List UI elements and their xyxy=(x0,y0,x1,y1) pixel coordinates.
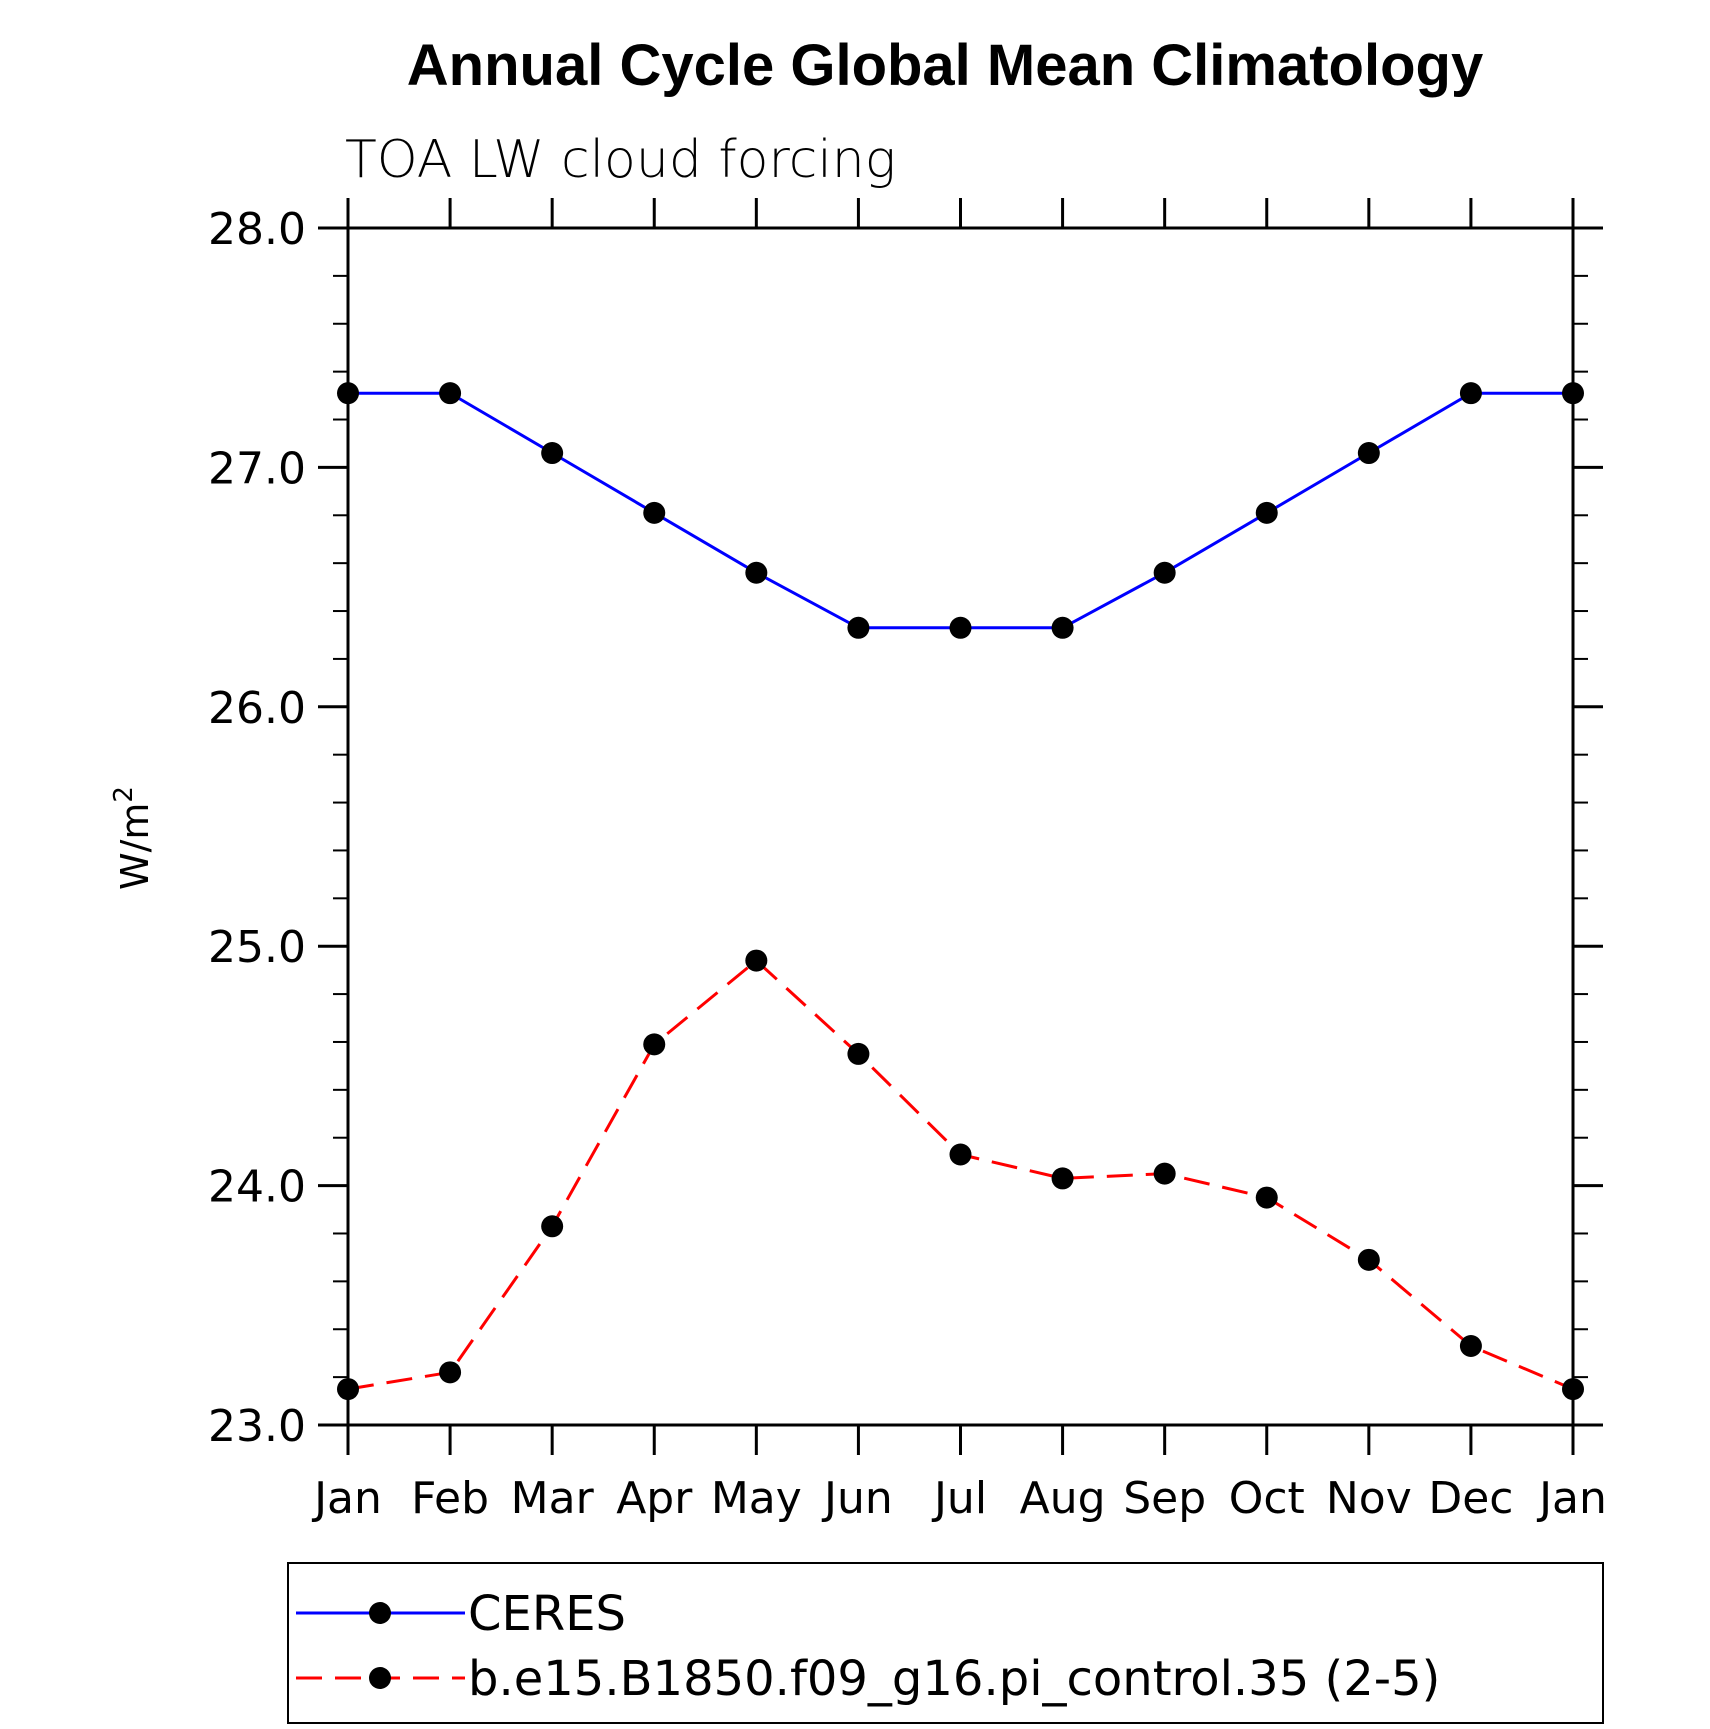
x-tick-label: Jul xyxy=(931,1473,987,1524)
legend: CERES b.e15.B1850.f09_g16.pi_control.35 (… xyxy=(287,1562,1604,1724)
data-point xyxy=(541,1215,564,1238)
data-point xyxy=(643,501,666,524)
data-point xyxy=(1357,442,1380,465)
data-point xyxy=(847,1042,870,1065)
data-point xyxy=(1459,1334,1482,1357)
x-tick-label: Nov xyxy=(1326,1473,1412,1524)
x-tick-label: Apr xyxy=(616,1473,693,1524)
series-line-0 xyxy=(348,391,1573,630)
data-point xyxy=(745,949,768,972)
data-point xyxy=(1357,1248,1380,1271)
x-tick-label: Sep xyxy=(1123,1473,1206,1524)
data-point xyxy=(1153,1162,1176,1185)
x-tick-label: Oct xyxy=(1229,1473,1305,1524)
x-tick-label: Jun xyxy=(821,1473,893,1524)
series-line-1 xyxy=(347,958,1574,1391)
series-lines xyxy=(347,391,1574,1391)
data-point xyxy=(949,1143,972,1166)
y-tick-label: 27.0 xyxy=(208,443,306,494)
legend-marker xyxy=(369,1602,391,1624)
data-point xyxy=(847,616,870,639)
data-point xyxy=(1459,382,1482,405)
axis-ticks xyxy=(318,198,1603,1455)
y-tick-label: 25.0 xyxy=(208,922,306,973)
data-point xyxy=(337,1378,359,1401)
x-tick-label: Jan xyxy=(1536,1473,1607,1524)
legend-label: CERES xyxy=(468,1586,626,1642)
data-point xyxy=(949,616,972,639)
data-point xyxy=(337,382,359,405)
data-point xyxy=(541,442,564,465)
data-point xyxy=(1051,616,1074,639)
x-tick-label: Dec xyxy=(1428,1473,1513,1524)
y-axis-label-superscript: 2 xyxy=(109,786,139,803)
x-tick-label: Mar xyxy=(511,1473,595,1524)
data-point xyxy=(745,561,768,584)
y-tick-labels: 23.0 24.0 25.0 26.0 27.0 28.0 xyxy=(208,204,306,1452)
data-point xyxy=(439,382,462,405)
data-point xyxy=(1562,382,1584,405)
y-tick-label: 24.0 xyxy=(208,1162,306,1213)
chart-title: Annual Cycle Global Mean Climatology xyxy=(407,33,1483,98)
y-axis-label: W/m2 xyxy=(109,786,157,890)
y-tick-label: 28.0 xyxy=(208,204,306,255)
y-axis-label-text: W/m xyxy=(113,803,157,890)
data-point xyxy=(439,1361,462,1384)
series-points xyxy=(337,382,1584,1401)
data-point xyxy=(1255,501,1278,524)
data-point xyxy=(643,1033,666,1056)
x-tick-labels: Jan Feb Mar Apr May Jun Jul Aug Sep Oct Nov Dec Jan xyxy=(311,1473,1607,1524)
legend-box xyxy=(287,1562,1604,1724)
x-tick-label: May xyxy=(711,1473,802,1524)
data-point xyxy=(1153,561,1176,584)
legend-label: b.e15.B1850.f09_g16.pi_control.35 (2-5) xyxy=(468,1651,1440,1707)
y-tick-label: 26.0 xyxy=(208,683,306,734)
y-tick-label: 23.0 xyxy=(208,1401,306,1452)
x-tick-label: Aug xyxy=(1020,1473,1106,1524)
x-tick-label: Feb xyxy=(411,1473,489,1524)
legend-marker xyxy=(369,1667,391,1689)
data-point xyxy=(1255,1186,1278,1209)
data-point xyxy=(1051,1167,1074,1190)
chart-subtitle: TOA LW cloud forcing xyxy=(345,130,896,190)
data-point xyxy=(1562,1378,1584,1401)
x-tick-label: Jan xyxy=(311,1473,382,1524)
plot-frame xyxy=(346,226,1575,1427)
